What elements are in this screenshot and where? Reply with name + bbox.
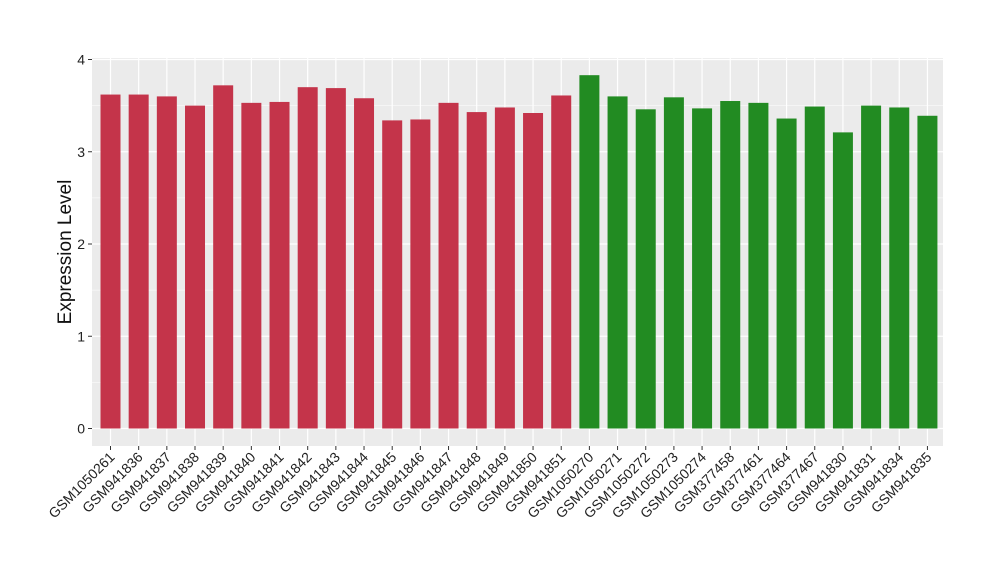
y-tick-label: 3 xyxy=(77,144,85,160)
bar-GSM941840 xyxy=(241,102,262,429)
bar-GSM377464 xyxy=(776,118,797,429)
bar-GSM941834 xyxy=(889,107,910,429)
y-tick-label: 1 xyxy=(77,328,85,344)
bar-GSM941849 xyxy=(494,107,515,429)
bar-GSM941831 xyxy=(861,105,882,429)
bar-GSM1050270 xyxy=(579,75,600,429)
bar-GSM941842 xyxy=(297,87,318,429)
bar-GSM941837 xyxy=(156,96,177,429)
bar-GSM941836 xyxy=(128,94,149,429)
bar-GSM941847 xyxy=(438,102,459,429)
y-tick-label: 2 xyxy=(77,236,85,252)
bar-GSM941841 xyxy=(269,101,290,429)
y-tick-label: 4 xyxy=(77,52,85,68)
bar-GSM1050274 xyxy=(692,108,713,429)
bar-GSM1050273 xyxy=(663,97,684,429)
bar-GSM941830 xyxy=(832,132,853,429)
bar-GSM941843 xyxy=(325,88,346,429)
bar-GSM941838 xyxy=(185,105,206,429)
bar-GSM1050261 xyxy=(100,94,121,429)
bar-GSM941835 xyxy=(917,115,938,429)
bar-GSM377467 xyxy=(804,106,825,429)
bar-GSM1050272 xyxy=(635,109,656,429)
bar-GSM377458 xyxy=(720,101,741,429)
plot-panel xyxy=(92,58,943,446)
bars xyxy=(100,75,938,429)
y-axis: 0 1 2 3 4 xyxy=(77,52,92,437)
bar-GSM941846 xyxy=(410,119,431,429)
bar-GSM1050271 xyxy=(607,96,628,429)
bar-GSM941851 xyxy=(551,95,572,429)
bar-GSM941850 xyxy=(523,113,544,429)
bar-GSM377461 xyxy=(748,102,769,429)
y-tick-label: 0 xyxy=(77,421,85,437)
bar-GSM941839 xyxy=(213,85,234,429)
bar-GSM941844 xyxy=(354,98,375,429)
y-axis-title: Expression Level xyxy=(55,180,76,325)
bar-GSM941845 xyxy=(382,120,403,429)
bar-GSM941848 xyxy=(466,112,487,429)
x-axis: GSM1050261GSM941836GSM941837GSM941838GSM… xyxy=(45,446,935,521)
